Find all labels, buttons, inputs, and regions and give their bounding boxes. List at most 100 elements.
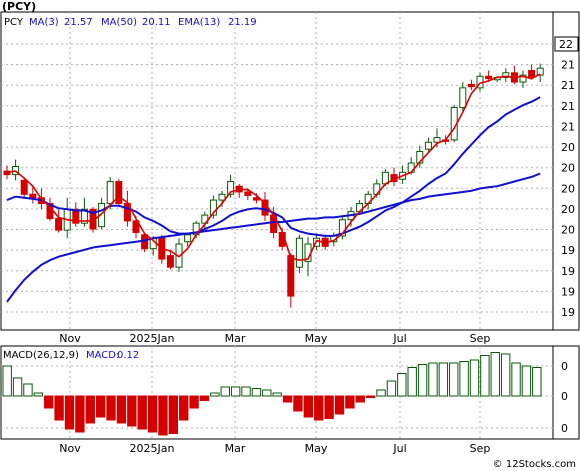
macd-bar bbox=[158, 395, 168, 436]
macd-bar bbox=[220, 386, 230, 397]
macd-bar bbox=[44, 395, 54, 409]
candle-body bbox=[20, 179, 28, 195]
macd-bar bbox=[75, 395, 85, 433]
candle-body bbox=[98, 203, 106, 228]
footer-credit: © 12Stocks.com bbox=[492, 459, 576, 470]
macd-bar bbox=[12, 377, 23, 397]
candle-body bbox=[227, 181, 235, 195]
legend-ema13-value: 21.19 bbox=[228, 17, 257, 28]
x-tick-label: May bbox=[305, 332, 328, 345]
candle-body bbox=[433, 137, 441, 143]
x-tick-label: Mar bbox=[225, 332, 246, 345]
price-tick-label: 19 bbox=[561, 244, 575, 257]
macd-bar bbox=[210, 392, 220, 397]
price-axis-panel bbox=[552, 11, 580, 331]
macd-bar bbox=[147, 395, 158, 433]
x-tick-label: Nov bbox=[59, 332, 81, 345]
macd-bar bbox=[241, 386, 251, 397]
macd-axis-panel bbox=[552, 345, 580, 440]
candle-body bbox=[132, 220, 140, 233]
candle-body bbox=[244, 191, 252, 196]
candle-body bbox=[338, 219, 346, 237]
candle-body bbox=[115, 181, 123, 205]
macd-value: 0.12 bbox=[117, 350, 139, 361]
macd-bar bbox=[293, 395, 303, 412]
macd-bar bbox=[386, 380, 397, 397]
macd-tick-label: 0 bbox=[561, 360, 568, 373]
macd-bar bbox=[438, 362, 449, 397]
candle-body bbox=[80, 208, 88, 224]
macd-bar bbox=[116, 395, 127, 424]
axis-tick-labels: 222121212120202020201919191922NovNov2025… bbox=[59, 36, 579, 455]
price-tick-label: 19 bbox=[561, 306, 575, 319]
macd-histogram bbox=[2, 352, 542, 436]
macd-x-tick-label: Nov bbox=[59, 442, 81, 455]
price-tick-label: 21 bbox=[561, 59, 575, 72]
candle-body bbox=[55, 218, 63, 231]
macd-bar bbox=[500, 353, 511, 397]
ma3-line bbox=[6, 73, 541, 262]
macd-bar bbox=[345, 395, 355, 409]
macd-bar bbox=[314, 395, 324, 421]
legend-ticker: PCY bbox=[4, 17, 24, 28]
macd-bar bbox=[2, 365, 12, 397]
macd-bar bbox=[85, 395, 95, 424]
macd-bar bbox=[95, 395, 106, 418]
macd-bar bbox=[407, 367, 417, 397]
legend-ma3-value: 21.57 bbox=[64, 17, 93, 28]
macd-bar bbox=[272, 392, 282, 397]
macd-bar bbox=[137, 395, 147, 430]
price-tick-label: 20 bbox=[561, 203, 575, 216]
legend-ma3-label: MA(3) bbox=[29, 17, 59, 28]
macd-bar bbox=[179, 395, 189, 421]
macd-x-tick-label: Sep bbox=[470, 442, 491, 455]
candle-body bbox=[209, 199, 217, 216]
candle-body bbox=[29, 193, 37, 199]
candle-body bbox=[528, 69, 536, 78]
macd-tick-label: 0 bbox=[561, 422, 568, 435]
legend-ema13-label: EMA(13) bbox=[178, 17, 220, 28]
macd-bar bbox=[449, 362, 459, 397]
macd-bar bbox=[199, 395, 210, 401]
macd-bar bbox=[521, 365, 532, 397]
macd-bar bbox=[397, 373, 407, 397]
macd-x-tick-label: Jul bbox=[392, 442, 406, 455]
macd-x-tick-label: 2025Jan bbox=[130, 442, 175, 455]
x-tick-label: Jul bbox=[392, 332, 406, 345]
candle-body bbox=[72, 208, 80, 224]
macd-bar bbox=[303, 395, 314, 418]
macd-bar bbox=[480, 355, 490, 397]
candle-body bbox=[184, 234, 192, 243]
candle-body bbox=[459, 87, 467, 109]
macd-bar bbox=[511, 362, 521, 397]
macd-bar bbox=[23, 383, 33, 397]
candle-body bbox=[519, 74, 527, 83]
macd-bar bbox=[189, 395, 199, 409]
price-tick-label: 20 bbox=[561, 182, 575, 195]
chart-title: (PCY) bbox=[2, 0, 36, 13]
price-tick-label: 19 bbox=[561, 285, 575, 298]
macd-tick-label: 0 bbox=[561, 390, 568, 403]
x-tick-label: Sep bbox=[470, 332, 491, 345]
macd-bar bbox=[417, 364, 428, 397]
price-tick-label: 21 bbox=[561, 120, 575, 133]
grid-lines bbox=[1, 12, 553, 439]
candle-body bbox=[106, 181, 114, 205]
current-price-label: 22 bbox=[559, 38, 573, 51]
x-tick-label: 2025Jan bbox=[130, 332, 175, 345]
ema13-line bbox=[6, 96, 541, 237]
candle-body bbox=[536, 67, 544, 76]
macd-bar bbox=[230, 386, 241, 397]
candle-body bbox=[3, 170, 11, 176]
macd-bar bbox=[64, 395, 75, 430]
macd-bar bbox=[262, 389, 272, 397]
macd-bar bbox=[33, 392, 44, 397]
candle-body bbox=[502, 72, 510, 78]
macd-bar bbox=[168, 395, 179, 434]
macd-bar bbox=[324, 395, 334, 419]
candle-body bbox=[287, 255, 295, 297]
macd-x-tick-label: May bbox=[305, 442, 328, 455]
ma50-line bbox=[6, 172, 541, 303]
price-tick-label: 20 bbox=[561, 224, 575, 237]
legend-ma50-value: 20.11 bbox=[142, 17, 171, 28]
